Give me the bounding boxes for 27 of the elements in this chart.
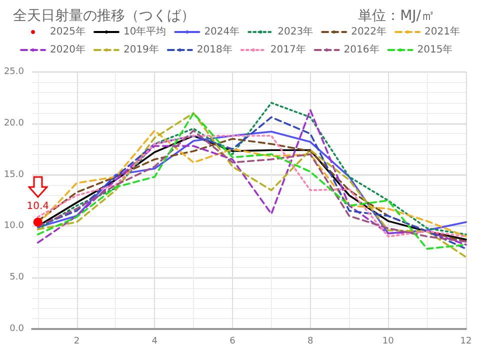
y-tick-label: 0.0 bbox=[10, 324, 24, 334]
data-label: 10.4 bbox=[26, 201, 49, 212]
x-tick-label: 8 bbox=[307, 336, 314, 346]
y-tick-label: 5.0 bbox=[10, 272, 24, 283]
legend-label: 2021年 bbox=[424, 26, 460, 38]
legend-label: 2022年 bbox=[351, 26, 387, 38]
legend-label: 2017年 bbox=[270, 44, 306, 56]
legend-label: 2016年 bbox=[344, 44, 380, 56]
y-tick-label: 15.0 bbox=[4, 170, 24, 180]
x-tick-label: 2 bbox=[74, 336, 80, 346]
y-tick-label: 20.0 bbox=[4, 118, 24, 128]
x-tick-label: 6 bbox=[230, 336, 236, 346]
y-tick-label: 10.0 bbox=[4, 221, 24, 232]
legend-label: 2024年 bbox=[204, 26, 240, 38]
y-tick-label: 25.0 bbox=[4, 67, 24, 77]
x-tick-label: 4 bbox=[152, 336, 158, 346]
legend-label: 2015年 bbox=[417, 44, 453, 56]
x-tick-label: 10 bbox=[382, 336, 394, 346]
legend-label: 2025年 bbox=[50, 26, 86, 38]
legend-label: 2019年 bbox=[123, 44, 159, 56]
legend-label: 2018年 bbox=[196, 44, 232, 56]
legend-label: 2020年 bbox=[50, 44, 86, 56]
chart-subtitle: 単位：MJ/㎡ bbox=[358, 8, 436, 24]
x-tick-label: 12 bbox=[460, 336, 472, 346]
legend-label: 2023年 bbox=[278, 26, 314, 38]
legend-label: 10年平均 bbox=[123, 26, 166, 38]
chart-title: 全天日射量の推移（つくば） bbox=[13, 8, 195, 24]
